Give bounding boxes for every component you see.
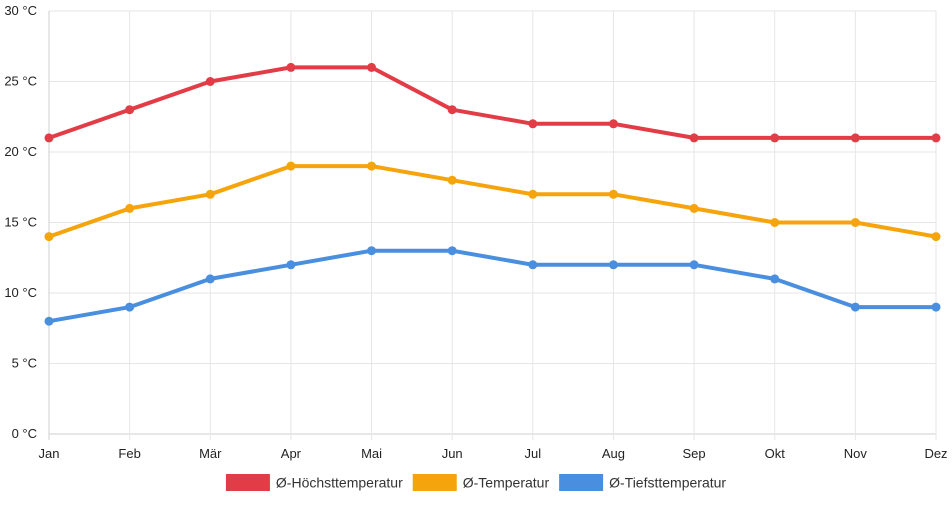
- legend-swatch: [412, 474, 457, 491]
- data-point[interactable]: [689, 133, 699, 143]
- series-3: [44, 246, 941, 326]
- series-line: [47, 65, 938, 140]
- x-tick-label: Feb: [118, 446, 140, 461]
- legend-label: Ø-Tiefsttemperatur: [609, 475, 726, 491]
- legend-swatch: [559, 474, 604, 491]
- data-point[interactable]: [205, 189, 215, 199]
- x-tick-label: Jan: [39, 446, 60, 461]
- legend-label: Ø-Temperatur: [463, 475, 550, 491]
- data-point[interactable]: [931, 133, 941, 143]
- x-tick-label: Okt: [765, 446, 786, 461]
- legend-item[interactable]: Ø-Höchsttemperatur: [225, 474, 403, 491]
- y-tick-label: 25 °C: [4, 74, 37, 89]
- y-tick-label: 15 °C: [4, 215, 37, 230]
- data-point[interactable]: [608, 260, 618, 270]
- series-line: [47, 164, 938, 239]
- data-point[interactable]: [367, 161, 377, 171]
- x-tick-label: Apr: [281, 446, 302, 461]
- series-group: [44, 62, 941, 326]
- data-point[interactable]: [367, 246, 377, 256]
- data-point[interactable]: [931, 232, 941, 242]
- data-point[interactable]: [286, 161, 296, 171]
- data-point[interactable]: [286, 62, 296, 72]
- x-tick-label: Sep: [683, 446, 706, 461]
- x-tick-label: Aug: [602, 446, 625, 461]
- y-tick-label: 5 °C: [12, 356, 37, 371]
- series-2: [44, 161, 941, 242]
- data-point[interactable]: [205, 77, 215, 86]
- x-tick-label: Mär: [199, 446, 222, 461]
- grid: [48, 10, 937, 440]
- data-point[interactable]: [608, 189, 618, 199]
- y-tick-label: 10 °C: [4, 285, 37, 300]
- data-point[interactable]: [447, 175, 457, 185]
- data-point[interactable]: [367, 62, 377, 72]
- x-tick-label: Nov: [844, 446, 868, 461]
- legend-label: Ø-Höchsttemperatur: [276, 475, 403, 491]
- data-point[interactable]: [608, 119, 618, 129]
- legend-swatch: [225, 474, 270, 491]
- data-point[interactable]: [44, 133, 54, 143]
- data-point[interactable]: [850, 133, 860, 143]
- x-tick-label: Dez: [924, 446, 947, 461]
- series-1: [44, 62, 941, 143]
- data-point[interactable]: [528, 260, 538, 270]
- data-point[interactable]: [447, 246, 457, 256]
- x-tick-label: Jun: [442, 446, 463, 461]
- x-tick-label: Jul: [525, 446, 542, 461]
- data-point[interactable]: [205, 274, 215, 284]
- y-tick-label: 0 °C: [12, 426, 37, 441]
- legend: Ø-Höchsttemperatur Ø-Temperatur Ø-Tiefstte…: [225, 474, 726, 491]
- x-tick-label: Mai: [361, 446, 382, 461]
- legend-item[interactable]: Ø-Temperatur: [412, 474, 550, 491]
- data-point[interactable]: [689, 260, 699, 270]
- legend-item[interactable]: Ø-Tiefsttemperatur: [559, 474, 726, 491]
- y-tick-label: 20 °C: [4, 144, 37, 159]
- data-point[interactable]: [770, 218, 780, 227]
- data-point[interactable]: [528, 119, 538, 129]
- data-point[interactable]: [125, 105, 135, 115]
- data-point[interactable]: [528, 189, 538, 199]
- data-point[interactable]: [286, 260, 296, 270]
- data-point[interactable]: [850, 218, 860, 227]
- data-point[interactable]: [125, 302, 135, 312]
- axes: 0 °C 5 °C 10 °C 15 °C 20 °C 25 °C 30 °C Jan Feb M…: [4, 3, 947, 461]
- data-point[interactable]: [125, 203, 135, 213]
- data-point[interactable]: [44, 316, 54, 326]
- data-point[interactable]: [44, 232, 54, 242]
- data-point[interactable]: [931, 302, 941, 312]
- data-point[interactable]: [850, 302, 860, 312]
- data-point[interactable]: [689, 203, 699, 213]
- data-point[interactable]: [770, 133, 780, 143]
- y-tick-label: 30 °C: [4, 3, 37, 18]
- series-line: [47, 248, 938, 324]
- data-point[interactable]: [770, 274, 780, 284]
- data-point[interactable]: [447, 105, 457, 115]
